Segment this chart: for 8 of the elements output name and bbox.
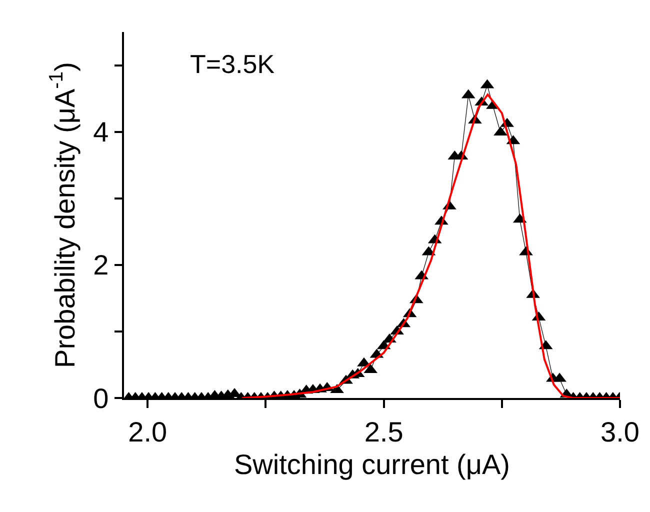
x-axis-title: Switching current (μA) xyxy=(234,448,510,480)
x-tick-label: 2.5 xyxy=(364,416,404,448)
y-tick-label: 4 xyxy=(93,116,109,148)
y-tick-label: 0 xyxy=(93,382,109,414)
x-tick-label: 3.0 xyxy=(600,416,640,448)
y-tick-label: 2 xyxy=(93,250,109,281)
x-tick-label: 2.0 xyxy=(128,416,168,448)
annotation: T=3.5K xyxy=(190,49,276,79)
